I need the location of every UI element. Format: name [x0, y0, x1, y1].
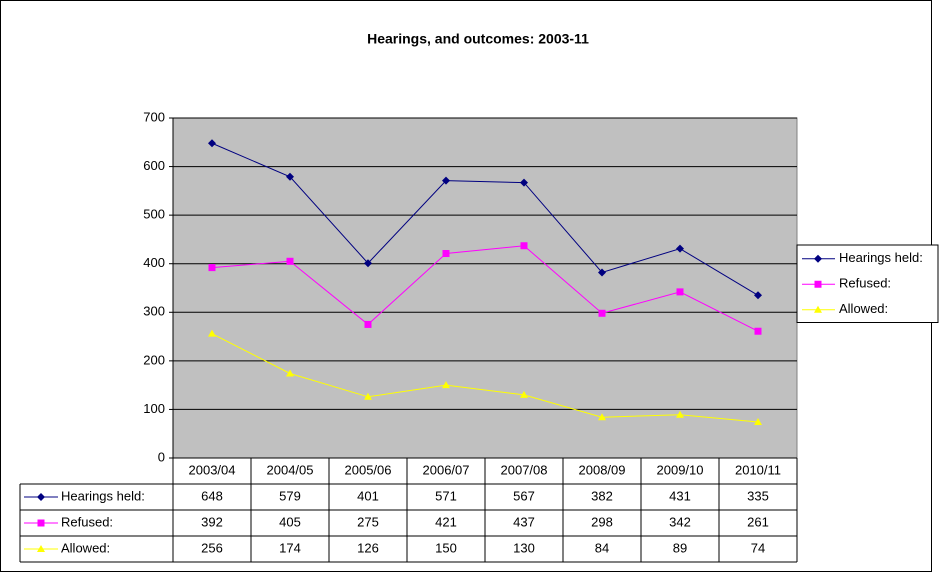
table-value: 382: [591, 488, 613, 503]
series-marker: [286, 369, 294, 377]
series-line: [211, 245, 759, 332]
series-marker: [754, 291, 762, 300]
table-value: 256: [201, 540, 223, 555]
legend-marker: [814, 280, 822, 288]
table-series-name: Hearings held:: [61, 488, 145, 503]
table-value: 130: [513, 540, 535, 555]
x-tick-label: 2009/10: [657, 462, 704, 477]
y-tick-label: 200: [143, 352, 165, 367]
series-line: [211, 142, 759, 296]
x-tick-label: 2010/11: [735, 462, 781, 477]
table-series-name: Refused:: [61, 514, 113, 529]
table-value: 74: [751, 540, 765, 555]
series-marker: [520, 242, 528, 250]
table-value: 579: [279, 488, 301, 503]
table-value: 392: [201, 514, 223, 529]
table-value: 342: [669, 514, 691, 529]
series-marker: [364, 320, 372, 328]
table-series-name: Allowed:: [61, 540, 110, 555]
x-tick-label: 2007/08: [501, 462, 548, 477]
y-tick-label: 300: [143, 304, 165, 319]
table-value: 401: [357, 488, 379, 503]
table-legend-marker: [37, 545, 45, 552]
series-marker: [676, 410, 684, 418]
table-value: 126: [357, 540, 379, 555]
series-marker: [676, 244, 684, 253]
table-value: 405: [279, 514, 301, 529]
table-legend-marker: [37, 493, 45, 501]
series-marker: [442, 250, 450, 258]
table-value: 84: [595, 540, 609, 555]
series-marker: [754, 418, 762, 426]
table-value: 571: [435, 488, 457, 503]
series-marker: [208, 139, 216, 148]
series-marker: [442, 176, 450, 185]
y-tick-label: 500: [143, 207, 165, 222]
table-value: 648: [201, 488, 223, 503]
y-tick-label: 100: [143, 401, 165, 416]
x-tick-label: 2006/07: [423, 462, 470, 477]
series-marker: [286, 172, 294, 181]
plot-area: [172, 117, 798, 459]
series-marker: [364, 392, 372, 400]
legend-label: Hearings held:: [839, 250, 923, 265]
table-value: 89: [673, 540, 687, 555]
series-marker: [754, 327, 762, 335]
x-tick-label: 2008/09: [579, 462, 626, 477]
legend-marker: [814, 254, 822, 263]
x-tick-label: 2003/04: [189, 462, 236, 477]
y-tick-label: 400: [143, 255, 165, 270]
series-marker: [598, 309, 606, 317]
table-value: 437: [513, 514, 535, 529]
x-tick-label: 2005/06: [345, 462, 392, 477]
x-tick-label: 2004/05: [267, 462, 314, 477]
series-line: [211, 333, 759, 423]
series-marker: [286, 257, 294, 265]
table-value: 421: [435, 514, 457, 529]
table-value: 567: [513, 488, 535, 503]
series-marker: [520, 390, 528, 398]
series-marker: [520, 178, 528, 187]
table-value: 298: [591, 514, 613, 529]
table-value: 261: [747, 514, 769, 529]
series-marker: [676, 288, 684, 296]
legend-label: Refused:: [839, 276, 891, 291]
series-marker: [598, 413, 606, 421]
legend-marker: [814, 305, 822, 313]
table-value: 431: [669, 488, 691, 503]
chart-title: Hearings, and outcomes: 2003-11: [367, 31, 589, 47]
series-marker: [598, 268, 606, 277]
series-marker: [208, 329, 216, 337]
table-value: 335: [747, 488, 769, 503]
y-tick-label: 700: [143, 109, 165, 124]
legend-label: Allowed:: [839, 301, 888, 316]
y-tick-label: 0: [158, 449, 165, 464]
table-value: 150: [435, 540, 457, 555]
series-marker: [364, 259, 372, 268]
table-value: 174: [279, 540, 301, 555]
y-tick-label: 600: [143, 158, 165, 173]
table-legend-marker: [37, 519, 45, 527]
table-value: 275: [357, 514, 379, 529]
series-marker: [208, 264, 216, 272]
series-marker: [442, 381, 450, 389]
